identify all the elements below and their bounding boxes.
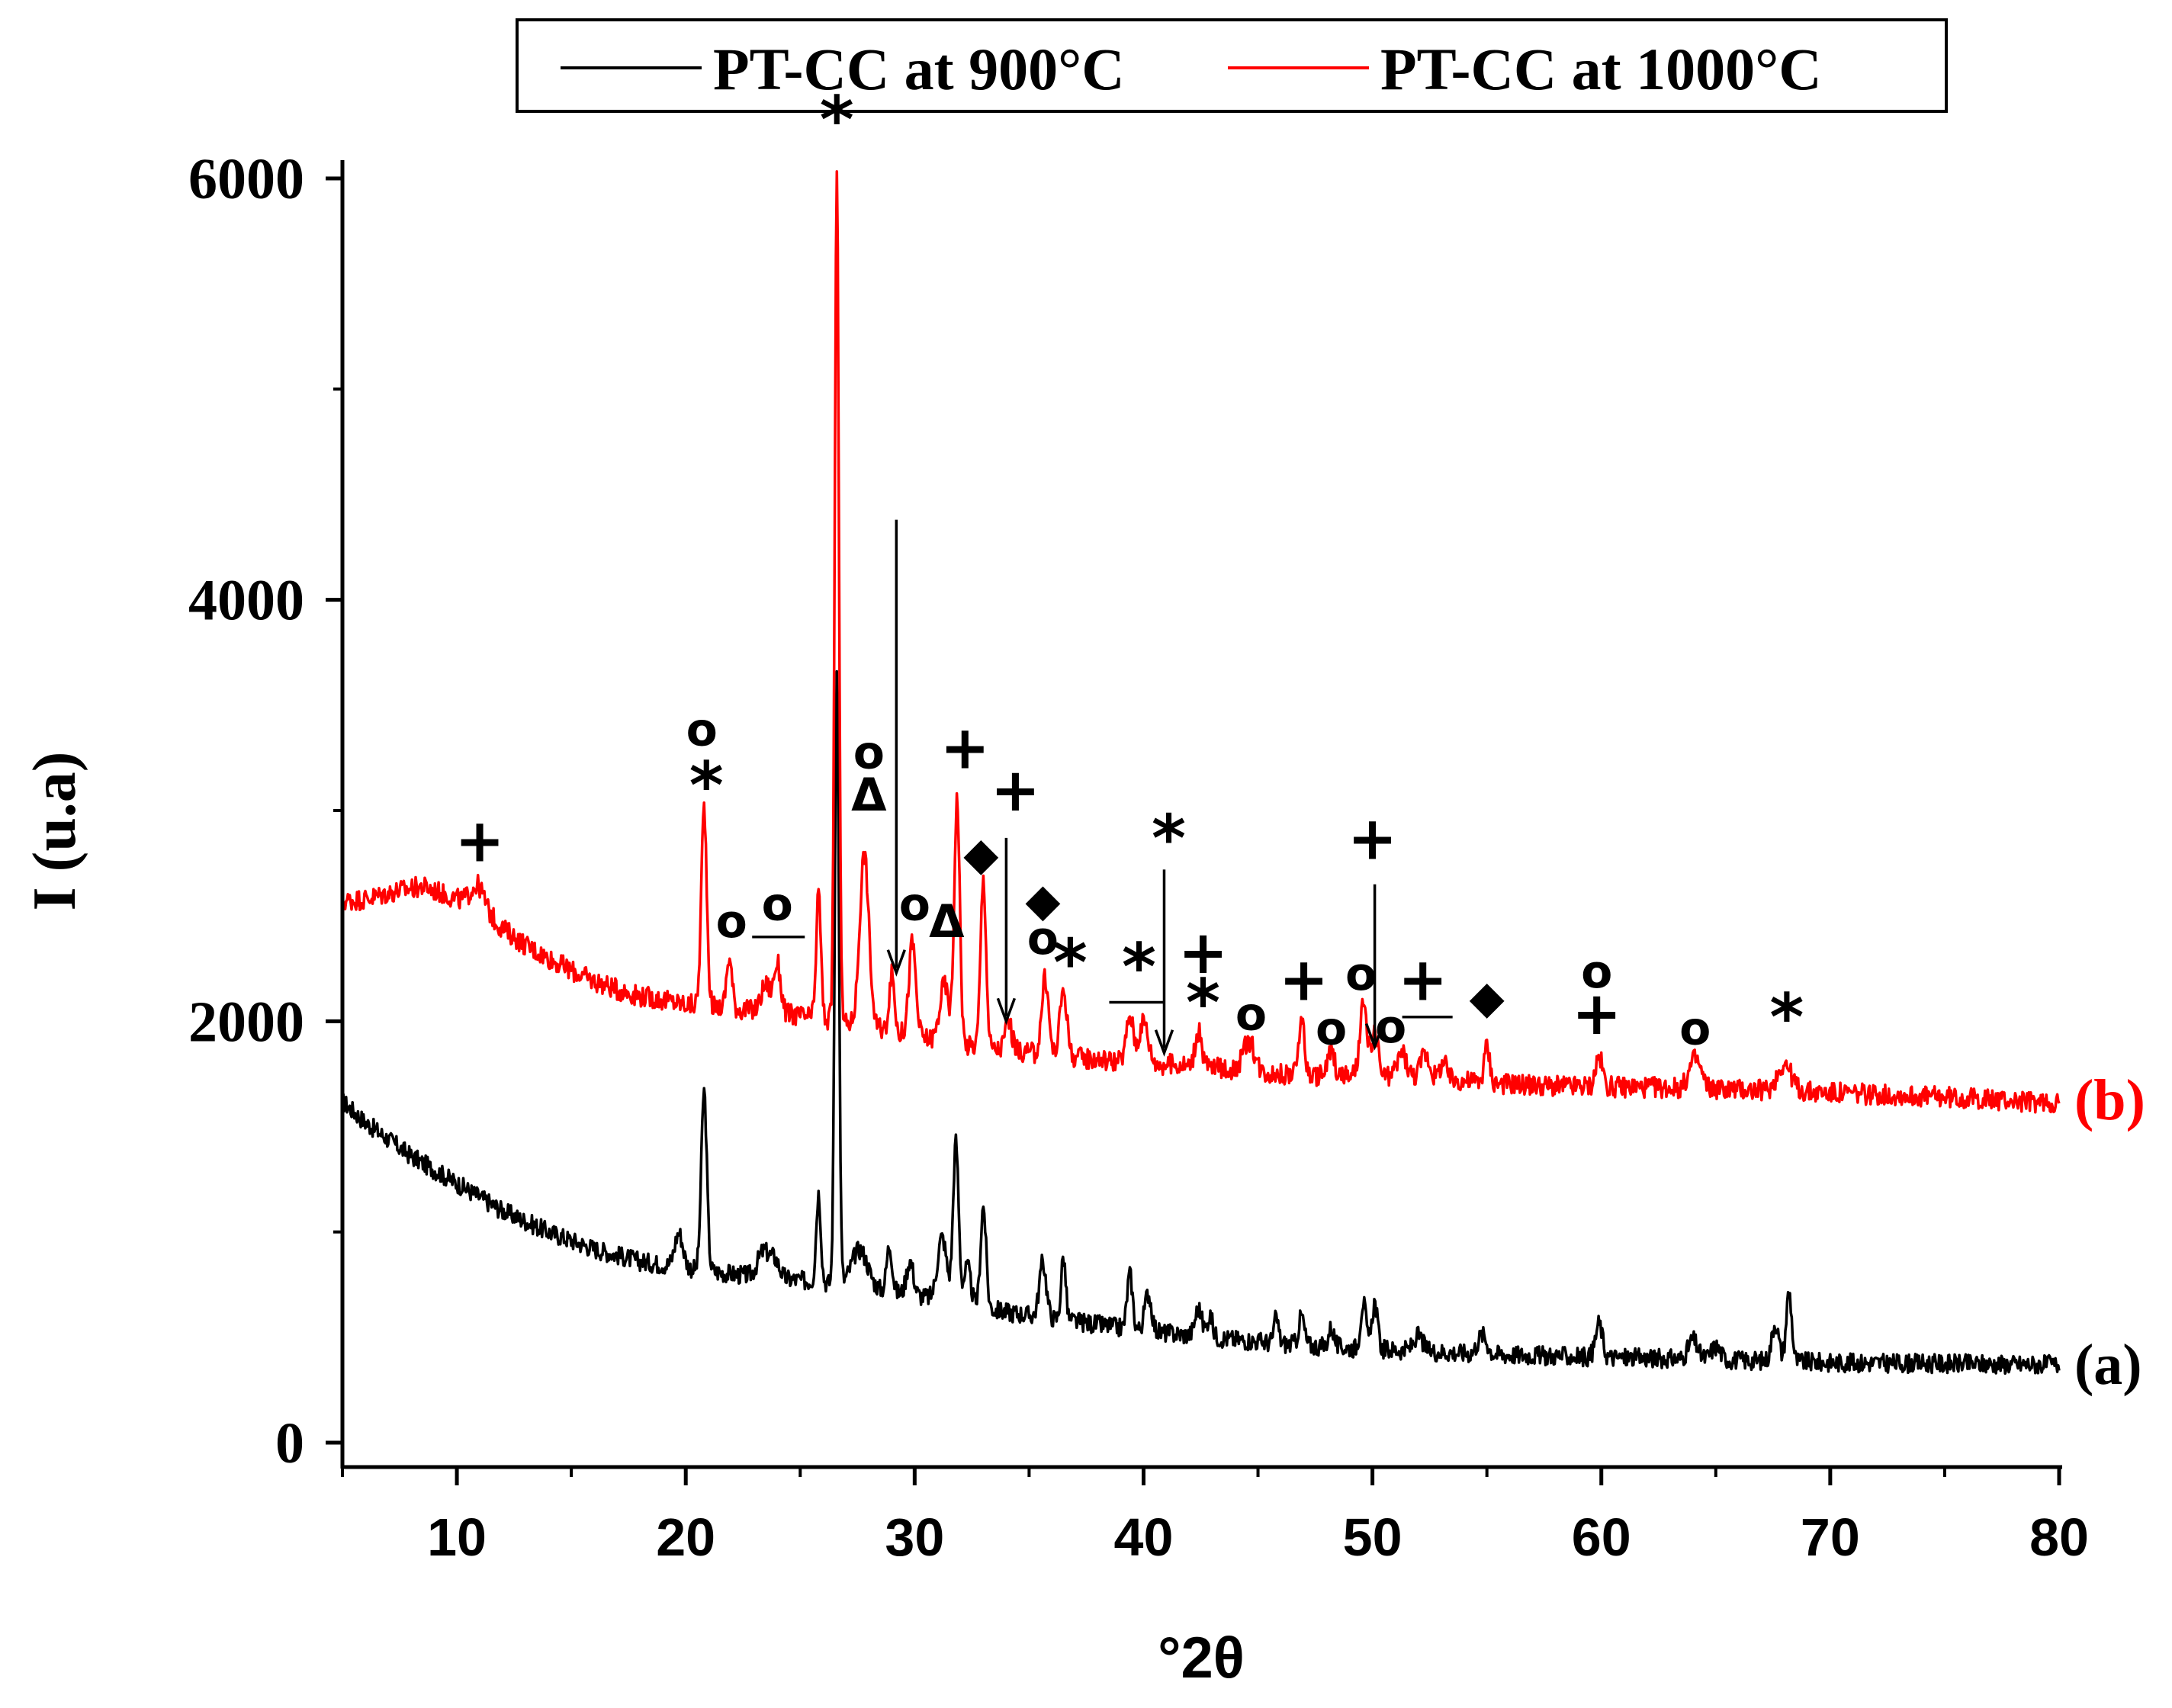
circle-marker: o (716, 895, 747, 949)
plus-marker: + (1572, 980, 1621, 1048)
series-line-900 (342, 669, 2061, 1376)
legend-box (516, 18, 1948, 113)
circle-marker: o (853, 727, 885, 780)
x-tick-label: 60 (1572, 1507, 1631, 1567)
y-tick-label: 0 (275, 1411, 304, 1475)
diamond-marker: ◆ (1470, 971, 1505, 1024)
diamond-marker: ◆ (963, 827, 998, 881)
x-tick-label: 40 (1114, 1507, 1174, 1567)
star-marker: * (1769, 980, 1804, 1056)
diamond-marker: ◆ (1025, 874, 1060, 927)
star-marker: * (1122, 929, 1156, 1006)
circle-marker: o (1345, 948, 1377, 1001)
circle-marker: o (899, 878, 930, 932)
series-layer (341, 170, 2061, 1376)
legend-label-1000: PT-CC at 1000°C (1380, 36, 1822, 102)
circle-marker: o (1375, 1000, 1406, 1054)
x-tick-label: 20 (656, 1507, 715, 1567)
x-tick-label: 30 (885, 1507, 944, 1567)
plus-marker: + (1279, 946, 1329, 1015)
y-ticks: 0 2000 4000 6000 (188, 147, 342, 1475)
y-axis-title: I (u.a) (21, 752, 88, 911)
star-marker: * (820, 82, 854, 159)
star-marker: * (1053, 925, 1088, 1001)
plus-marker: + (991, 756, 1040, 825)
circle-marker: o (762, 878, 793, 932)
y-tick-label: 4000 (188, 569, 304, 633)
legend: PT-CC at 900°C PT-CC at 1000°C (516, 18, 1948, 113)
x-tick-label: 50 (1343, 1507, 1402, 1567)
circle-marker: o (686, 703, 718, 756)
curve-label-a: (a) (2074, 1333, 2142, 1397)
plus-marker: + (940, 714, 990, 783)
circle-marker: o (1235, 987, 1267, 1041)
plus-marker: + (1398, 946, 1447, 1015)
arrow-head-icon (1154, 1029, 1174, 1057)
legend-label-900: PT-CC at 900°C (713, 36, 1125, 102)
circle-marker: o (1316, 1003, 1347, 1056)
arrow-head-icon (996, 997, 1017, 1026)
curve-label-b: (b) (2074, 1068, 2145, 1132)
star-marker: * (689, 748, 724, 824)
circle-marker: o (1581, 946, 1612, 999)
triangle-marker: Δ (851, 769, 887, 822)
plus-marker: + (1178, 919, 1228, 987)
y-tick-label: 6000 (188, 147, 304, 211)
x-tick-label: 70 (1801, 1507, 1860, 1567)
arrow-head-icon (1364, 1023, 1385, 1051)
x-ticks: 10 20 30 40 50 60 70 80 (341, 1467, 2089, 1567)
x-tick-label: 10 (427, 1507, 487, 1567)
plus-marker: + (1348, 805, 1397, 874)
circle-marker: o (1679, 1003, 1711, 1056)
star-marker: * (1186, 965, 1220, 1042)
series-line-1000 (341, 170, 2061, 1114)
x-tick-label: 80 (2029, 1507, 2089, 1567)
plus-marker: + (455, 807, 504, 875)
circle-marker: o (1027, 912, 1059, 965)
axes: 0 2000 4000 6000 10 20 30 40 50 60 70 80 (188, 147, 2089, 1567)
y-tick-label: 2000 (188, 990, 304, 1054)
triangle-marker: Δ (929, 895, 965, 949)
star-marker: * (1152, 801, 1186, 877)
x-axis-title: °2θ (1158, 1626, 1245, 1690)
arrow-head-icon (886, 949, 906, 977)
